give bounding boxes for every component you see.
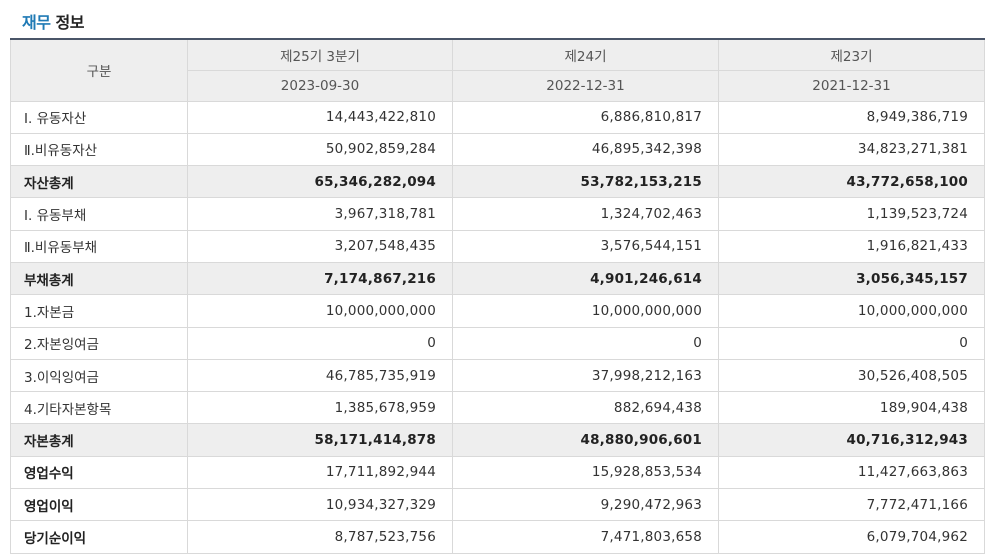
row-label: Ⅰ. 유동부채 <box>10 197 188 231</box>
row-value: 10,000,000,000 <box>718 294 985 328</box>
table-row: 영업수익 17,711,892,944 15,928,853,534 11,427,6… <box>10 455 985 490</box>
row-value: 53,782,153,215 <box>452 165 719 199</box>
table-row: Ⅰ. 유동자산 14,443,422,810 6,886,810,817 8,949,… <box>10 100 985 134</box>
table-row: 부채총계 7,174,867,216 4,901,246,614 3,056,345,… <box>10 261 985 296</box>
row-value: 65,346,282,094 <box>187 165 453 199</box>
row-value: 3,576,544,151 <box>452 229 719 263</box>
row-value: 6,079,704,962 <box>718 520 985 554</box>
table-row: 영업이익 10,934,327,329 9,290,472,963 7,772,471… <box>10 488 985 522</box>
row-value: 1,324,702,463 <box>452 197 719 231</box>
section-title-accent: 재무 <box>22 13 51 32</box>
table-row: 자본총계 58,171,414,878 48,880,906,601 40,716,3… <box>10 423 985 457</box>
row-value: 4,901,246,614 <box>452 261 719 296</box>
table-row: 1.자본금 10,000,000,000 10,000,000,000 10,000,… <box>10 294 985 328</box>
row-value: 46,785,735,919 <box>187 358 453 393</box>
table-row: Ⅱ.비유동부채 3,207,548,435 3,576,544,151 1,916,8… <box>10 229 985 263</box>
row-value: 58,171,414,878 <box>187 423 453 457</box>
row-value: 7,471,803,658 <box>452 520 719 554</box>
row-label: 부채총계 <box>10 261 188 296</box>
row-label: Ⅰ. 유동자산 <box>10 100 188 134</box>
row-value: 0 <box>718 326 985 360</box>
row-label: 당기순이익 <box>10 520 188 554</box>
row-label: 영업수익 <box>10 455 188 490</box>
section-title-rest: 정보 <box>55 13 85 32</box>
row-value: 3,056,345,157 <box>718 261 985 296</box>
row-value: 46,895,342,398 <box>452 132 719 167</box>
row-value: 8,949,386,719 <box>718 100 985 134</box>
row-value: 3,967,318,781 <box>187 197 453 231</box>
row-value: 882,694,438 <box>452 391 719 425</box>
row-value: 1,916,821,433 <box>718 229 985 263</box>
row-value: 50,902,859,284 <box>187 132 453 167</box>
row-label: 2.자본잉여금 <box>10 326 188 360</box>
row-value: 0 <box>187 326 453 360</box>
financial-info-table: 구분 제25기 3분기 제24기 제23기 2023-09-30 2022-12… <box>10 38 985 554</box>
row-value: 6,886,810,817 <box>452 100 719 134</box>
row-label: 4.기타자본항목 <box>10 391 188 425</box>
row-value: 15,928,853,534 <box>452 455 719 490</box>
row-label: Ⅱ.비유동부채 <box>10 229 188 263</box>
header-period-date: 2021-12-31 <box>718 69 985 102</box>
row-label: 1.자본금 <box>10 294 188 328</box>
row-value: 37,998,212,163 <box>452 358 719 393</box>
row-value: 48,880,906,601 <box>452 423 719 457</box>
row-label: 자산총계 <box>10 165 188 199</box>
row-value: 14,443,422,810 <box>187 100 453 134</box>
header-period-date: 2023-09-30 <box>187 69 453 102</box>
row-value: 30,526,408,505 <box>718 358 985 393</box>
header-period-name: 제23기 <box>718 38 985 71</box>
header-period-name: 제24기 <box>452 38 719 71</box>
row-value: 10,000,000,000 <box>187 294 453 328</box>
row-value: 7,174,867,216 <box>187 261 453 296</box>
row-value: 10,000,000,000 <box>452 294 719 328</box>
row-value: 1,139,523,724 <box>718 197 985 231</box>
row-value: 9,290,472,963 <box>452 488 719 522</box>
table-row: Ⅰ. 유동부채 3,967,318,781 1,324,702,463 1,139,5… <box>10 197 985 231</box>
row-value: 8,787,523,756 <box>187 520 453 554</box>
row-label: 자본총계 <box>10 423 188 457</box>
table-row: 2.자본잉여금 0 0 0 <box>10 326 985 360</box>
row-value: 189,904,438 <box>718 391 985 425</box>
row-value: 11,427,663,863 <box>718 455 985 490</box>
header-gubun: 구분 <box>10 38 188 102</box>
row-value: 0 <box>452 326 719 360</box>
table-row: 자산총계 65,346,282,094 53,782,153,215 43,772,6… <box>10 165 985 199</box>
section-title: 재무 정보 <box>22 9 84 33</box>
row-value: 43,772,658,100 <box>718 165 985 199</box>
row-value: 1,385,678,959 <box>187 391 453 425</box>
header-period-name: 제25기 3분기 <box>187 38 453 71</box>
table-row: 당기순이익 8,787,523,756 7,471,803,658 6,079,704… <box>10 520 985 554</box>
table-body: Ⅰ. 유동자산 14,443,422,810 6,886,810,817 8,949,… <box>10 100 985 554</box>
table-row: Ⅱ.비유동자산 50,902,859,284 46,895,342,398 34,82… <box>10 132 985 167</box>
row-value: 40,716,312,943 <box>718 423 985 457</box>
header-period-date: 2022-12-31 <box>452 69 719 102</box>
row-label: Ⅱ.비유동자산 <box>10 132 188 167</box>
row-value: 17,711,892,944 <box>187 455 453 490</box>
table-row: 3.이익잉여금 46,785,735,919 37,998,212,163 30,52… <box>10 358 985 393</box>
row-value: 7,772,471,166 <box>718 488 985 522</box>
row-value: 10,934,327,329 <box>187 488 453 522</box>
row-value: 3,207,548,435 <box>187 229 453 263</box>
row-value: 34,823,271,381 <box>718 132 985 167</box>
row-label: 3.이익잉여금 <box>10 358 188 393</box>
table-row: 4.기타자본항목 1,385,678,959 882,694,438 189,904,… <box>10 391 985 425</box>
row-label: 영업이익 <box>10 488 188 522</box>
